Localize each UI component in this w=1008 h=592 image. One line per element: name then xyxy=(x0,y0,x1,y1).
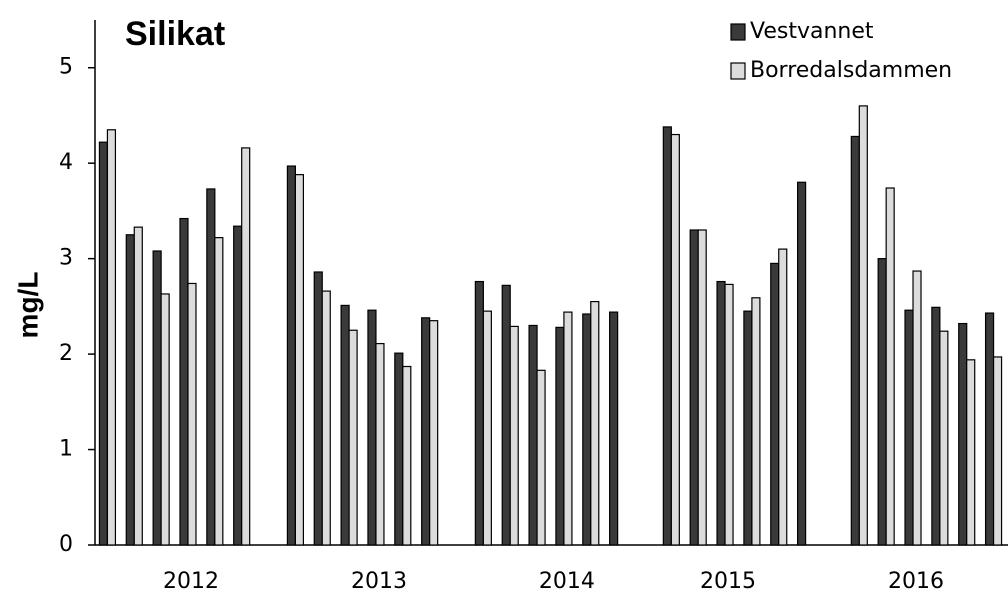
bar xyxy=(939,330,949,546)
bar xyxy=(536,369,546,546)
bar xyxy=(402,365,412,546)
bar xyxy=(98,141,109,546)
bar xyxy=(877,258,887,546)
x-tick-label: 2016 xyxy=(888,569,944,592)
bar xyxy=(724,283,734,546)
bar xyxy=(501,284,511,546)
x-tick-label: 2015 xyxy=(700,569,756,592)
bar xyxy=(582,313,592,546)
bar xyxy=(421,317,431,546)
bar xyxy=(850,135,860,546)
bar xyxy=(375,342,385,546)
bar xyxy=(992,356,1003,546)
bar xyxy=(885,187,895,546)
legend-label: Borredalsdammen xyxy=(750,58,952,83)
bar xyxy=(662,126,672,546)
bar xyxy=(482,310,492,546)
legend-swatch xyxy=(730,23,746,41)
bar xyxy=(689,229,699,546)
bar xyxy=(958,322,968,546)
bar xyxy=(609,311,619,546)
bar xyxy=(858,105,868,546)
bar xyxy=(321,290,331,546)
bar xyxy=(966,359,976,546)
bar xyxy=(286,165,296,546)
bar xyxy=(241,147,251,546)
bar xyxy=(563,311,573,546)
bar xyxy=(751,297,761,546)
chart-title: Silikat xyxy=(125,15,225,53)
y-tick-label: 0 xyxy=(59,532,73,557)
bar xyxy=(743,310,753,546)
bar xyxy=(429,320,439,546)
bar xyxy=(778,248,788,546)
bar xyxy=(233,225,243,546)
y-axis-label: mg/L xyxy=(12,272,43,339)
y-tick-label: 4 xyxy=(59,150,73,175)
bar xyxy=(716,280,726,546)
x-tick-label: 2013 xyxy=(351,569,407,592)
legend-label: Vestvannet xyxy=(750,19,874,44)
bar xyxy=(555,326,565,546)
bar xyxy=(206,188,216,546)
y-tick-label: 1 xyxy=(59,437,73,462)
bar xyxy=(590,300,600,546)
bar xyxy=(931,306,941,546)
legend-swatch xyxy=(730,62,746,80)
bar xyxy=(474,280,484,546)
bar xyxy=(348,329,358,546)
bar xyxy=(152,250,162,546)
bar xyxy=(509,325,519,546)
bar xyxy=(904,309,914,546)
y-tick-label: 5 xyxy=(59,55,73,80)
y-tick-label: 2 xyxy=(59,341,73,366)
bar xyxy=(340,304,350,546)
bar xyxy=(912,270,922,546)
bar xyxy=(214,237,224,546)
bar xyxy=(367,309,377,546)
x-tick-label: 2012 xyxy=(163,569,219,592)
bar xyxy=(187,282,197,546)
bar xyxy=(179,217,189,546)
bar xyxy=(160,293,170,546)
bar xyxy=(313,271,323,546)
bar xyxy=(984,312,995,546)
bar xyxy=(294,174,304,546)
bar xyxy=(394,352,404,546)
x-tick-label: 2014 xyxy=(539,569,595,592)
bar xyxy=(770,262,780,546)
bar xyxy=(125,234,135,546)
bar xyxy=(797,181,807,546)
y-tick-label: 3 xyxy=(59,246,73,271)
bar xyxy=(106,129,117,546)
bar xyxy=(528,324,538,546)
bar xyxy=(133,226,143,546)
bar xyxy=(670,133,680,546)
bar xyxy=(697,229,707,546)
